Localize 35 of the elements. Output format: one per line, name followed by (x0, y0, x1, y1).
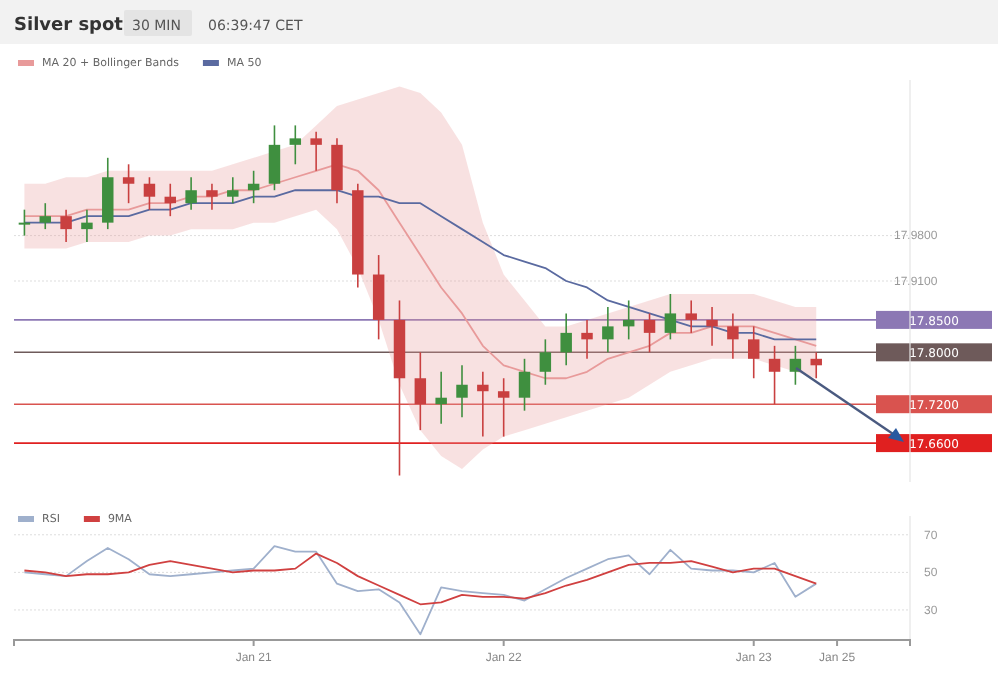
candlestick (518, 358, 531, 412)
line-series (23, 552, 818, 606)
candlestick (331, 137, 343, 204)
candlestick (102, 157, 114, 230)
candlestick (81, 208, 93, 243)
line-series (23, 545, 818, 636)
candlestick (143, 176, 156, 211)
candlestick (435, 370, 447, 425)
candlestick (206, 182, 218, 211)
candlestick (664, 293, 677, 341)
candlestick (414, 351, 427, 431)
candlestick (289, 124, 302, 166)
candlestick (372, 254, 385, 341)
candlestick (39, 202, 51, 230)
candlestick (768, 345, 781, 405)
candlestick (268, 124, 281, 192)
candlestick (685, 299, 697, 334)
chart-title: Silver spot (14, 16, 125, 36)
candlestick (706, 306, 718, 347)
candlestick (727, 312, 739, 360)
candlestick (18, 208, 31, 237)
candlestick (477, 370, 489, 438)
candlestick (747, 325, 760, 380)
candlestick (60, 208, 72, 243)
candlestick (185, 176, 197, 211)
candlestick (643, 312, 656, 354)
candlestick (227, 176, 239, 204)
candlestick (560, 312, 572, 367)
candlestick (539, 338, 552, 386)
candlestick (581, 319, 593, 360)
candlestick (602, 306, 614, 354)
candlestick (310, 131, 322, 172)
candlestick (456, 364, 468, 418)
candlestick (497, 377, 510, 438)
candlestick (122, 163, 135, 204)
